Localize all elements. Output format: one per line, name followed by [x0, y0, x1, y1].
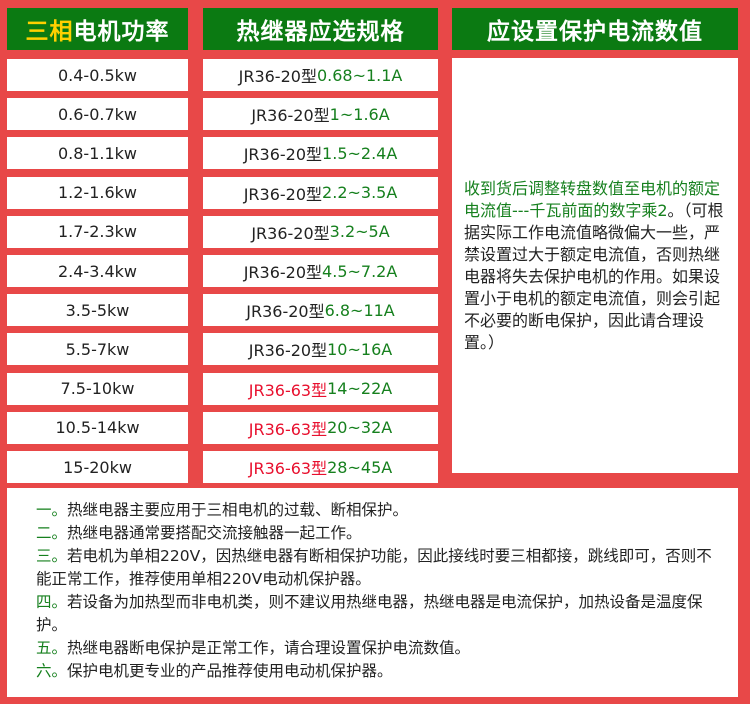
note-item: 五。热继电器断电保护是正常工作，请合理设置保护电流数值。 — [36, 637, 724, 660]
current-range: 3.2~5A — [329, 222, 390, 242]
relay-model: JR36-20型 — [251, 223, 330, 243]
note-text: 保护电机更专业的产品推荐使用电动机保护器。 — [67, 662, 393, 680]
spec-cell: JR36-20型 2.2~3.5A — [203, 176, 438, 209]
note-number: 六。 — [36, 662, 68, 680]
setting-note: 收到货后调整转盘数值至电机的额定电流值---千瓦前面的数字乘2。（可根据实际工作… — [452, 58, 738, 473]
power-cell: 3.5-5kw — [7, 294, 188, 327]
notes-box: 一。热继电器主要应用于三相电机的过载、断相保护。 二。热继电器通常要搭配交流接触器… — [7, 488, 738, 697]
note-text: 热继电器通常要搭配交流接触器一起工作。 — [67, 524, 362, 542]
power-cell: 2.4-3.4kw — [7, 255, 188, 287]
power-cell: 1.7-2.3kw — [7, 215, 188, 248]
setting-note-highlight: 收到货后调整转盘数值至电机的额定电流值---千瓦前面的数字乘2 — [464, 178, 721, 220]
current-range: 1~1.6A — [329, 104, 390, 124]
power-value: 3.5-5kw — [65, 300, 130, 320]
note-item: 三。若电机为单相220V，因热继电器有断相保护功能，因此接线时要三相都接，跳线即… — [36, 545, 724, 591]
note-item: 六。保护电机更专业的产品推荐使用电动机保护器。 — [36, 660, 724, 683]
current-range: 6.8~11A — [324, 300, 395, 320]
power-value: 15-20kw — [63, 457, 132, 477]
spec-cell: JR36-20型 3.2~5A — [203, 215, 438, 248]
power-cell: 10.5-14kw — [7, 411, 188, 444]
spec-cell: JR36-20型 10~16A — [203, 333, 438, 366]
current-range: 10~16A — [327, 339, 393, 359]
note-number: 四。 — [36, 593, 68, 611]
current-range: 14~22A — [327, 379, 393, 399]
relay-model: JR36-20型 — [251, 106, 330, 126]
spec-cell: JR36-63型 14~22A — [203, 372, 438, 405]
header-relay-spec: 热继器应选规格 — [203, 8, 438, 50]
power-value: 7.5-10kw — [60, 379, 135, 399]
relay-model: JR36-20型 — [243, 263, 323, 282]
relay-model: JR36-63型 — [248, 419, 328, 439]
power-value: 10.5-14kw — [55, 418, 140, 438]
power-cell: 7.5-10kw — [7, 372, 188, 405]
note-text: 热继电器主要应用于三相电机的过载、断相保护。 — [67, 501, 409, 519]
power-value: 0.4-0.5kw — [57, 65, 137, 85]
spec-cell: JR36-20型 0.68~1.1A — [203, 59, 438, 91]
power-value: 2.4-3.4kw — [57, 261, 137, 281]
note-text: 若设备为加热型而非电机类，则不建议用热继电器，热继电器是电流保护，加热设备是温度… — [36, 593, 703, 634]
power-value: 0.8-1.1kw — [57, 143, 137, 163]
power-value: 1.2-1.6kw — [57, 183, 137, 203]
note-item: 四。若设备为加热型而非电机类，则不建议用热继电器，热继电器是电流保护，加热设备是… — [36, 591, 724, 637]
relay-model: JR36-63型 — [248, 459, 328, 478]
relay-model: JR36-63型 — [248, 380, 328, 400]
note-item: 一。热继电器主要应用于三相电机的过载、断相保护。 — [36, 499, 724, 522]
power-cell: 0.8-1.1kw — [7, 137, 188, 170]
current-range: 2.2~3.5A — [322, 183, 398, 203]
power-cell: 5.5-7kw — [7, 333, 188, 366]
setting-note-text: 。（可根据实际工作电流值略微偏大一些，严禁设置过大于额定电流值，否则热继电器将失… — [464, 200, 724, 352]
power-cell: 15-20kw — [7, 451, 188, 483]
spec-cell: JR36-63型 28~45A — [203, 451, 438, 483]
note-number: 五。 — [36, 639, 68, 657]
current-range: 1.5~2.4A — [322, 143, 398, 163]
power-value: 5.5-7kw — [65, 339, 130, 359]
relay-model: JR36-20型 — [246, 302, 325, 322]
note-number: 二。 — [36, 524, 68, 542]
power-value: 1.7-2.3kw — [57, 222, 137, 242]
note-number: 一。 — [36, 501, 68, 519]
power-value: 0.6-0.7kw — [57, 104, 137, 124]
current-range: 4.5~7.2A — [322, 261, 398, 281]
spec-cell: JR36-20型 6.8~11A — [203, 294, 438, 327]
power-cell: 0.6-0.7kw — [7, 98, 188, 131]
note-number: 三。 — [36, 547, 68, 565]
power-cell: 1.2-1.6kw — [7, 176, 188, 209]
note-text: 热继电器断电保护是正常工作，请合理设置保护电流数值。 — [67, 639, 471, 657]
relay-model: JR36-20型 — [248, 341, 328, 361]
current-range: 0.68~1.1A — [316, 65, 403, 85]
relay-model: JR36-20型 — [243, 184, 323, 204]
header-motor-power: 三相 电机功率 — [7, 8, 188, 50]
power-cell: 0.4-0.5kw — [7, 59, 188, 91]
spec-cell: JR36-63型 20~32A — [203, 411, 438, 444]
header-protection-current: 应设置保护电流数值 — [452, 8, 738, 50]
spec-cell: JR36-20型 1.5~2.4A — [203, 137, 438, 170]
current-range: 20~32A — [327, 418, 393, 438]
relay-model: JR36-20型 — [238, 67, 317, 86]
header-text: 电机功率 — [73, 19, 170, 45]
spec-cell: JR36-20型 4.5~7.2A — [203, 255, 438, 287]
current-range: 28~45A — [327, 457, 393, 477]
header-highlight: 三相 — [25, 19, 74, 45]
spec-cell: JR36-20型 1~1.6A — [203, 98, 438, 131]
note-text: 若电机为单相220V，因热继电器有断相保护功能，因此接线时要三相都接，跳线即可，… — [36, 547, 712, 588]
relay-model: JR36-20型 — [243, 145, 323, 165]
note-item: 二。热继电器通常要搭配交流接触器一起工作。 — [36, 522, 724, 545]
